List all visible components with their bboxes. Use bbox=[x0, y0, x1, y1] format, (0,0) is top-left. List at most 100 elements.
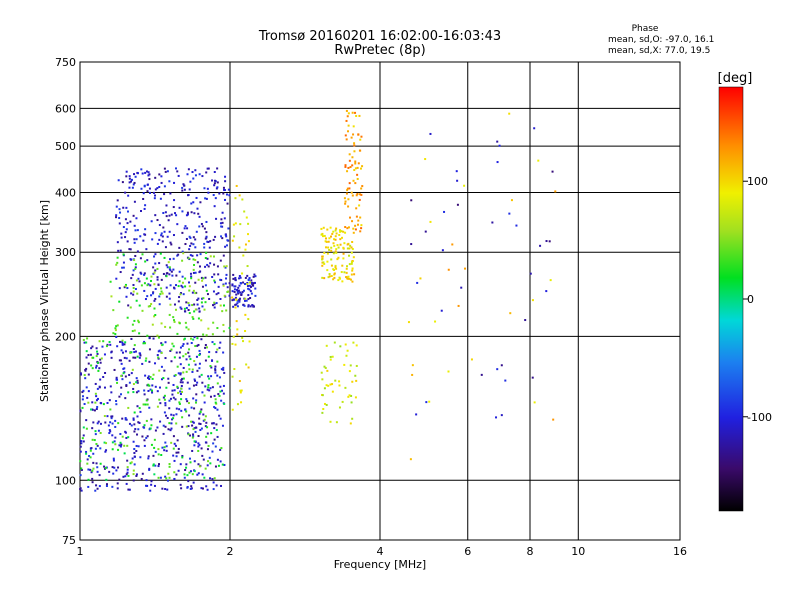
data-point bbox=[132, 440, 135, 443]
data-point bbox=[139, 354, 142, 357]
data-point bbox=[457, 304, 460, 307]
data-point bbox=[140, 284, 143, 287]
data-point bbox=[343, 197, 346, 200]
data-point bbox=[344, 226, 347, 229]
data-point bbox=[99, 361, 102, 364]
data-point bbox=[146, 334, 149, 337]
data-point bbox=[156, 219, 159, 222]
data-point bbox=[164, 357, 167, 360]
data-point bbox=[213, 306, 216, 309]
data-point bbox=[150, 220, 153, 223]
data-point bbox=[236, 328, 239, 331]
data-point bbox=[175, 455, 178, 458]
data-point bbox=[198, 362, 201, 365]
data-point bbox=[496, 368, 499, 371]
data-point bbox=[205, 236, 208, 239]
data-point bbox=[143, 393, 146, 396]
data-point bbox=[122, 226, 125, 229]
data-point bbox=[334, 264, 337, 267]
data-point bbox=[108, 470, 111, 473]
data-point bbox=[217, 464, 220, 467]
data-point bbox=[99, 378, 102, 381]
data-point bbox=[194, 308, 197, 311]
data-point bbox=[164, 425, 167, 428]
data-point bbox=[354, 182, 357, 185]
data-point bbox=[151, 323, 154, 326]
data-point bbox=[136, 405, 139, 408]
data-point bbox=[134, 428, 137, 431]
data-point bbox=[121, 417, 124, 420]
data-point bbox=[165, 275, 168, 278]
data-point bbox=[215, 302, 218, 305]
data-point bbox=[175, 413, 178, 416]
data-point bbox=[211, 333, 214, 336]
data-point bbox=[179, 372, 182, 375]
data-point bbox=[196, 337, 199, 340]
y-tick-label: 600 bbox=[55, 102, 76, 115]
data-point bbox=[207, 265, 210, 268]
data-point bbox=[206, 293, 209, 296]
data-point bbox=[175, 422, 178, 425]
data-point bbox=[95, 484, 98, 487]
data-point bbox=[187, 425, 190, 428]
data-point bbox=[334, 266, 337, 269]
data-point bbox=[224, 233, 227, 236]
data-point bbox=[213, 394, 216, 397]
data-point bbox=[171, 389, 174, 392]
data-point bbox=[125, 482, 128, 485]
data-point bbox=[204, 284, 207, 287]
data-point bbox=[162, 377, 165, 380]
data-point bbox=[175, 407, 178, 410]
data-point bbox=[151, 238, 154, 241]
data-point bbox=[162, 211, 165, 214]
data-point bbox=[350, 261, 353, 264]
data-point bbox=[94, 401, 97, 404]
data-point bbox=[335, 227, 338, 230]
data-point bbox=[148, 467, 151, 470]
data-point bbox=[222, 186, 225, 189]
data-point bbox=[135, 473, 138, 476]
data-point bbox=[164, 325, 167, 328]
data-point bbox=[346, 170, 349, 173]
data-point bbox=[79, 487, 82, 490]
data-point bbox=[118, 444, 121, 447]
data-point bbox=[187, 302, 190, 305]
data-point bbox=[148, 191, 151, 194]
data-point bbox=[158, 185, 161, 188]
data-point bbox=[347, 166, 350, 169]
data-point bbox=[154, 188, 157, 191]
data-point bbox=[207, 375, 210, 378]
data-point bbox=[254, 294, 257, 297]
data-point bbox=[358, 114, 361, 117]
data-point bbox=[221, 237, 224, 240]
data-point bbox=[333, 244, 336, 247]
colorbar-tick-label: 0 bbox=[747, 293, 754, 306]
data-point bbox=[164, 475, 167, 478]
data-point bbox=[168, 297, 171, 300]
data-point bbox=[118, 359, 121, 362]
data-point bbox=[172, 435, 175, 438]
data-point bbox=[201, 391, 204, 394]
chart-title: Tromsø 20160201 16:02:00-16:03:43 bbox=[258, 29, 501, 44]
data-point bbox=[162, 272, 165, 275]
data-point bbox=[172, 396, 175, 399]
data-point bbox=[246, 265, 249, 268]
data-point bbox=[203, 246, 206, 249]
data-point bbox=[167, 219, 170, 222]
data-point bbox=[86, 337, 89, 340]
data-point bbox=[510, 199, 513, 202]
data-point bbox=[496, 161, 499, 164]
data-point bbox=[205, 334, 208, 337]
data-point bbox=[202, 458, 205, 461]
data-point bbox=[192, 435, 195, 438]
data-point bbox=[173, 320, 176, 323]
data-point bbox=[190, 277, 193, 280]
data-point bbox=[173, 374, 176, 377]
data-point bbox=[152, 292, 155, 295]
data-point bbox=[79, 372, 82, 375]
data-point bbox=[81, 398, 84, 401]
data-point bbox=[130, 178, 133, 181]
data-point bbox=[132, 418, 135, 421]
data-point bbox=[127, 488, 130, 491]
